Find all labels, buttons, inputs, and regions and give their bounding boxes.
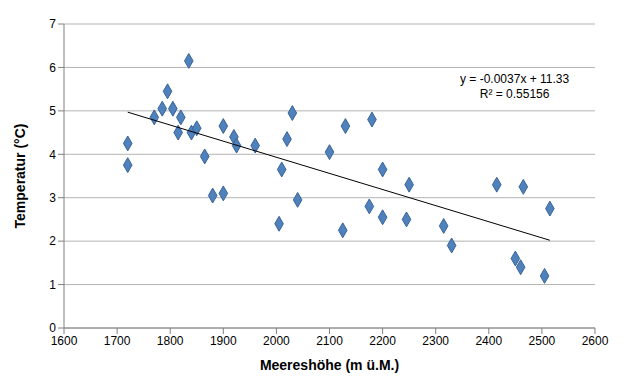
svg-text:2: 2 bbox=[49, 234, 56, 248]
svg-text:4: 4 bbox=[49, 148, 56, 162]
svg-text:1800: 1800 bbox=[157, 334, 184, 348]
svg-text:5: 5 bbox=[49, 104, 56, 118]
svg-text:Meereshöhe (m ü.M.): Meereshöhe (m ü.M.) bbox=[260, 357, 399, 373]
svg-text:1900: 1900 bbox=[210, 334, 237, 348]
svg-text:2400: 2400 bbox=[475, 334, 502, 348]
svg-text:0: 0 bbox=[49, 321, 56, 335]
svg-text:2100: 2100 bbox=[316, 334, 343, 348]
svg-text:Temperatur (°C): Temperatur (°C) bbox=[12, 124, 28, 229]
svg-text:1700: 1700 bbox=[104, 334, 131, 348]
html-text:y = -0.0037x + 11.33: y = -0.0037x + 11.33 bbox=[460, 72, 570, 86]
svg-text:6: 6 bbox=[49, 61, 56, 75]
svg-text:2200: 2200 bbox=[369, 334, 396, 348]
svg-text:3: 3 bbox=[49, 191, 56, 205]
svg-text:2600: 2600 bbox=[582, 334, 609, 348]
svg-text:1: 1 bbox=[49, 278, 56, 292]
svg-text:7: 7 bbox=[49, 17, 56, 31]
svg-text:2000: 2000 bbox=[263, 334, 290, 348]
html-text:R² = 0.55156: R² = 0.55156 bbox=[479, 87, 550, 101]
svg-text:2500: 2500 bbox=[529, 334, 556, 348]
svg-text:1600: 1600 bbox=[51, 334, 78, 348]
svg-text:2300: 2300 bbox=[422, 334, 449, 348]
